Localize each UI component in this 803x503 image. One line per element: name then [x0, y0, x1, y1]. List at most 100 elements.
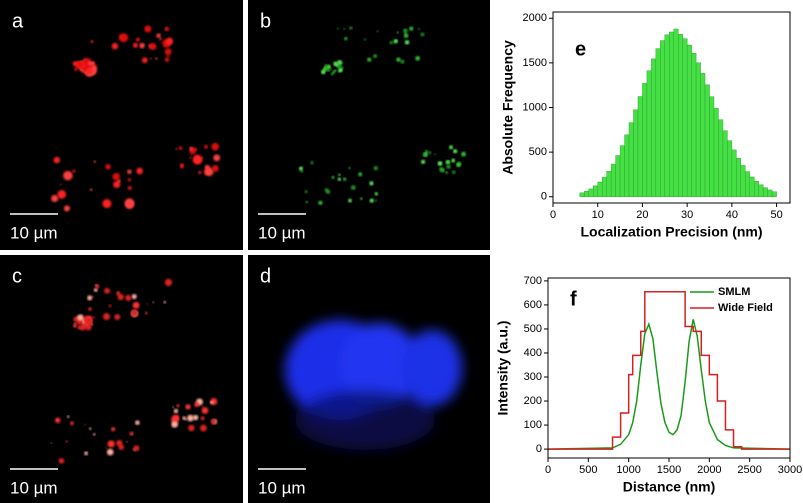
bar	[615, 155, 621, 197]
spot	[164, 57, 170, 62]
spot	[461, 151, 466, 157]
spot	[102, 199, 112, 209]
spot	[79, 325, 86, 331]
bar	[678, 34, 683, 197]
spot	[358, 172, 363, 177]
spot	[114, 314, 121, 321]
bar	[624, 134, 630, 197]
spot	[422, 152, 427, 157]
spot	[434, 153, 436, 156]
spot	[456, 161, 462, 167]
micrographs	[0, 0, 490, 503]
spot	[51, 194, 59, 203]
spot	[125, 294, 132, 302]
spot	[367, 57, 372, 62]
spot	[135, 37, 140, 42]
spot	[363, 38, 366, 41]
spot	[74, 67, 78, 72]
spot	[298, 166, 303, 171]
spot	[105, 446, 107, 449]
scale-bar-label: 10 µm	[258, 478, 306, 497]
spot	[396, 31, 399, 34]
spot	[394, 39, 398, 43]
spot	[337, 59, 342, 65]
bar	[695, 62, 701, 197]
spot	[322, 68, 326, 72]
spot	[304, 190, 308, 194]
series-line	[547, 319, 791, 450]
panel-label: a	[12, 10, 24, 32]
spot	[152, 301, 155, 304]
spot	[85, 67, 93, 74]
spot	[342, 177, 347, 181]
spot	[146, 303, 149, 305]
spot	[211, 164, 219, 172]
scale-bar-label: 10 µm	[10, 478, 58, 497]
bar	[686, 44, 692, 197]
bar	[767, 189, 773, 197]
spot	[415, 55, 420, 61]
spot	[163, 300, 166, 304]
x-tick-label: 3000	[778, 464, 802, 476]
spot	[337, 63, 343, 69]
bar	[762, 187, 768, 197]
bar	[633, 109, 639, 197]
x-axis-title: Localization Precision (nm)	[580, 224, 762, 240]
plot-label: f	[570, 288, 577, 310]
panel-label: b	[260, 10, 271, 32]
bar	[754, 181, 759, 197]
spot	[165, 37, 174, 45]
scale-bar-label: 10 µm	[258, 223, 306, 242]
x-tick-label: 1500	[657, 464, 681, 476]
spot	[180, 163, 184, 167]
spot	[130, 309, 138, 317]
spot	[336, 27, 339, 30]
y-axis-title: Intensity (a.u.)	[495, 321, 511, 416]
spot	[318, 200, 323, 205]
spot	[175, 147, 178, 151]
spot	[89, 188, 93, 191]
spot	[155, 57, 158, 60]
spot	[310, 161, 314, 165]
spot	[127, 185, 133, 191]
spot	[190, 153, 193, 156]
spot	[53, 156, 61, 164]
spot	[56, 419, 59, 421]
spot	[350, 185, 356, 190]
plot-label: e	[575, 38, 586, 60]
bar	[740, 165, 746, 197]
spot	[420, 32, 425, 37]
spot	[188, 424, 195, 432]
spot	[66, 415, 70, 418]
spot	[58, 458, 65, 464]
spot	[210, 418, 217, 425]
spot	[341, 66, 344, 69]
spot	[124, 198, 135, 208]
spot	[404, 40, 410, 45]
x-axis-title: Distance (nm)	[623, 479, 716, 495]
legend-label: Wide Field	[718, 302, 773, 314]
x-tick-label: 40	[726, 209, 738, 221]
x-tick-label: 0	[545, 464, 551, 476]
bar	[722, 130, 728, 197]
spot	[344, 37, 348, 41]
spot	[91, 295, 95, 298]
spot	[369, 181, 374, 186]
spot	[373, 165, 378, 171]
bar	[610, 163, 616, 197]
spot	[172, 414, 180, 422]
panel-label: d	[260, 265, 271, 287]
spot	[369, 198, 374, 203]
spot	[105, 163, 111, 170]
bar	[642, 83, 648, 197]
bar	[619, 145, 625, 197]
bar	[579, 192, 585, 197]
x-tick-label: 2500	[737, 464, 761, 476]
spot	[144, 311, 148, 315]
spot	[449, 145, 453, 150]
bar	[606, 171, 612, 197]
y-tick-label: 1500	[523, 57, 547, 69]
spot	[182, 416, 187, 421]
spot	[63, 205, 70, 212]
bar	[646, 70, 652, 197]
